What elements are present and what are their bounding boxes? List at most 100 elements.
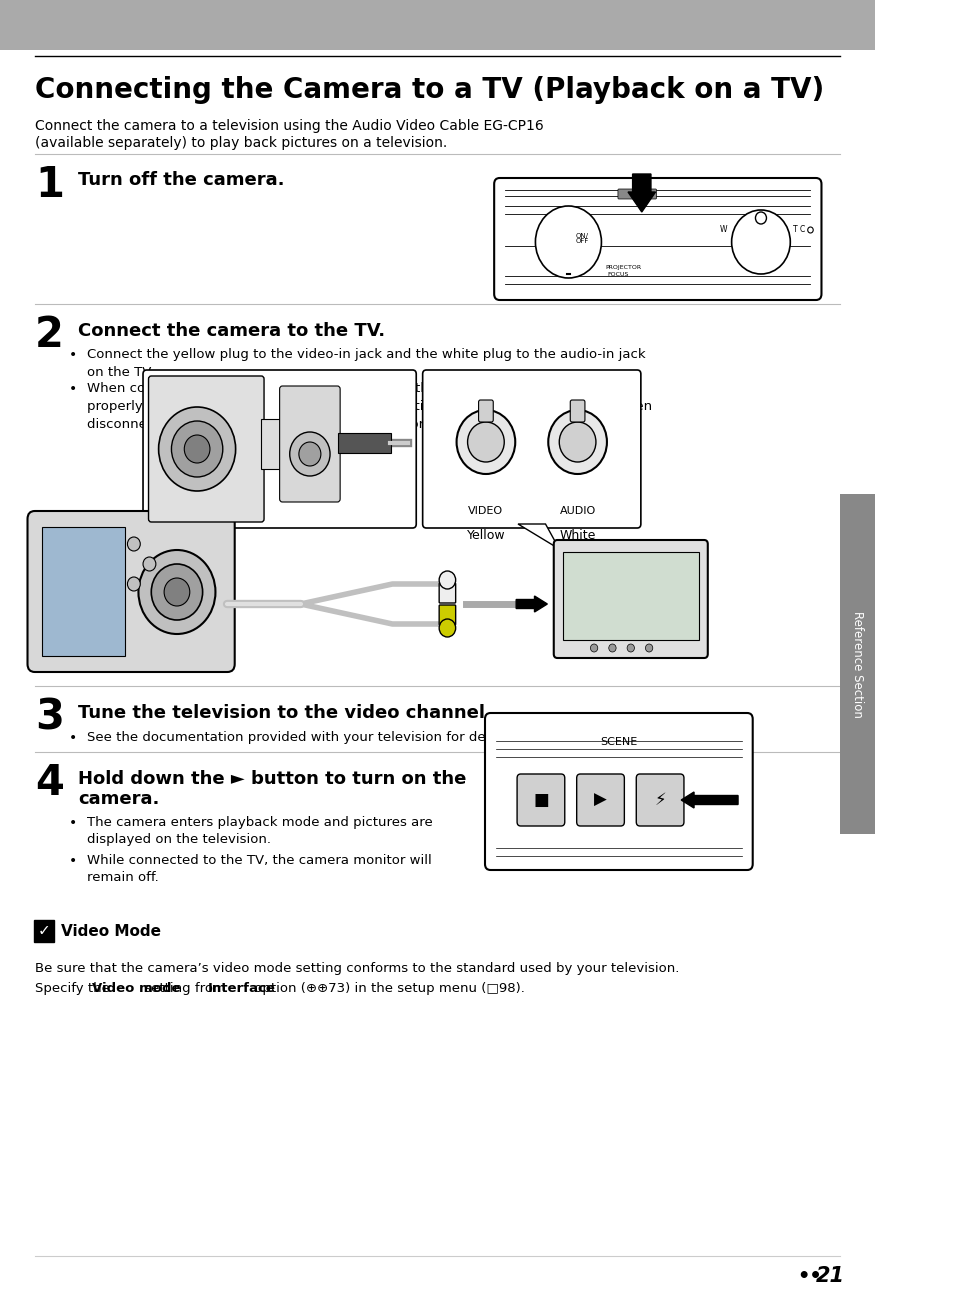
FancyBboxPatch shape: [34, 920, 54, 942]
Text: displayed on the television.: displayed on the television.: [87, 833, 271, 846]
Text: Video mode: Video mode: [92, 982, 181, 995]
Text: W: W: [719, 226, 726, 234]
Text: Specify the: Specify the: [35, 982, 113, 995]
Text: The camera enters playback mode and pictures are: The camera enters playback mode and pict…: [87, 816, 433, 829]
FancyBboxPatch shape: [42, 527, 125, 656]
Text: AUDIO: AUDIO: [558, 506, 595, 516]
Circle shape: [438, 572, 456, 589]
Circle shape: [467, 422, 504, 463]
Text: Yellow: Yellow: [466, 530, 505, 541]
Circle shape: [143, 557, 155, 572]
FancyBboxPatch shape: [553, 540, 707, 658]
Circle shape: [558, 422, 596, 463]
Text: 21: 21: [815, 1265, 844, 1286]
Circle shape: [438, 619, 456, 637]
Text: White: White: [558, 530, 596, 541]
Circle shape: [164, 578, 190, 606]
FancyBboxPatch shape: [143, 371, 416, 528]
Circle shape: [158, 407, 235, 491]
Text: ••: ••: [797, 1267, 821, 1285]
FancyBboxPatch shape: [149, 376, 264, 522]
Circle shape: [128, 577, 140, 591]
Text: OFF: OFF: [576, 238, 589, 244]
Text: Interface: Interface: [207, 982, 274, 995]
Text: ON/: ON/: [576, 233, 588, 239]
FancyBboxPatch shape: [279, 386, 340, 502]
FancyBboxPatch shape: [839, 494, 874, 834]
FancyBboxPatch shape: [338, 434, 390, 453]
Text: •: •: [69, 348, 77, 361]
Text: 1: 1: [35, 164, 64, 206]
Circle shape: [548, 410, 606, 474]
Polygon shape: [517, 524, 558, 549]
Text: T C: T C: [792, 226, 804, 234]
Text: PROJECTOR: PROJECTOR: [604, 265, 640, 271]
FancyBboxPatch shape: [28, 511, 234, 671]
Text: Be sure that the camera’s video mode setting conforms to the standard used by yo: Be sure that the camera’s video mode set…: [35, 962, 679, 975]
Text: (available separately) to play back pictures on a television.: (available separately) to play back pict…: [35, 137, 447, 150]
Circle shape: [755, 212, 765, 223]
Text: •: •: [69, 731, 77, 745]
Text: While connected to the TV, the camera monitor will: While connected to the TV, the camera mo…: [87, 854, 432, 867]
FancyArrow shape: [516, 597, 547, 612]
Text: FOCUS: FOCUS: [607, 272, 629, 276]
Circle shape: [626, 644, 634, 652]
FancyBboxPatch shape: [636, 774, 683, 827]
Text: SCENE: SCENE: [599, 737, 637, 746]
Text: Connect the camera to the TV.: Connect the camera to the TV.: [78, 322, 385, 340]
Circle shape: [290, 432, 330, 476]
Text: ⚡: ⚡: [654, 791, 665, 809]
Circle shape: [298, 442, 320, 466]
Text: •: •: [69, 382, 77, 396]
FancyBboxPatch shape: [517, 774, 564, 827]
Text: •: •: [69, 854, 77, 869]
Circle shape: [535, 206, 600, 279]
Text: Tune the television to the video channel.: Tune the television to the video channel…: [78, 704, 492, 721]
Text: camera.: camera.: [78, 790, 159, 808]
Circle shape: [731, 210, 789, 275]
Text: See the documentation provided with your television for details.: See the documentation provided with your…: [87, 731, 517, 744]
FancyBboxPatch shape: [576, 774, 623, 827]
Circle shape: [590, 644, 598, 652]
FancyBboxPatch shape: [494, 177, 821, 300]
Text: •: •: [69, 816, 77, 830]
Text: remain off.: remain off.: [87, 871, 159, 884]
FancyBboxPatch shape: [438, 604, 456, 625]
Circle shape: [138, 551, 215, 633]
Text: Video Mode: Video Mode: [60, 924, 160, 938]
Text: ✓: ✓: [37, 924, 51, 938]
Circle shape: [152, 564, 202, 620]
FancyBboxPatch shape: [261, 419, 279, 469]
Text: 3: 3: [35, 696, 64, 738]
FancyBboxPatch shape: [562, 552, 698, 640]
Text: Connecting the Camera to a TV (Playback on a TV): Connecting the Camera to a TV (Playback …: [35, 76, 823, 104]
Text: VIDEO: VIDEO: [468, 506, 503, 516]
FancyArrow shape: [627, 173, 655, 212]
FancyBboxPatch shape: [438, 583, 456, 603]
Text: ■: ■: [533, 791, 548, 809]
FancyBboxPatch shape: [422, 371, 640, 528]
Text: setting from: setting from: [140, 982, 230, 995]
Circle shape: [807, 227, 812, 233]
FancyBboxPatch shape: [478, 399, 493, 422]
Text: 2: 2: [35, 314, 64, 356]
Text: option (⊕⊕73) in the setup menu (□98).: option (⊕⊕73) in the setup menu (□98).: [250, 982, 525, 995]
Circle shape: [172, 420, 223, 477]
Circle shape: [608, 644, 616, 652]
Circle shape: [456, 410, 515, 474]
Text: Connect the yellow plug to the video-in jack and the white plug to the audio-in : Connect the yellow plug to the video-in …: [87, 348, 645, 378]
Text: Reference Section: Reference Section: [850, 611, 862, 717]
Text: Turn off the camera.: Turn off the camera.: [78, 171, 284, 189]
FancyBboxPatch shape: [570, 399, 584, 422]
Circle shape: [645, 644, 652, 652]
Text: Connect the camera to a television using the Audio Video Cable EG-CP16: Connect the camera to a television using…: [35, 120, 543, 133]
Text: 4: 4: [35, 762, 64, 804]
FancyBboxPatch shape: [484, 714, 752, 870]
Circle shape: [184, 435, 210, 463]
Text: When connecting the audio/video cable, be sure that the camera connector is
prop: When connecting the audio/video cable, b…: [87, 382, 652, 431]
FancyArrow shape: [680, 792, 738, 808]
FancyBboxPatch shape: [0, 0, 874, 50]
Text: ▶: ▶: [594, 791, 606, 809]
Circle shape: [128, 537, 140, 551]
Text: Hold down the ► button to turn on the: Hold down the ► button to turn on the: [78, 770, 466, 788]
